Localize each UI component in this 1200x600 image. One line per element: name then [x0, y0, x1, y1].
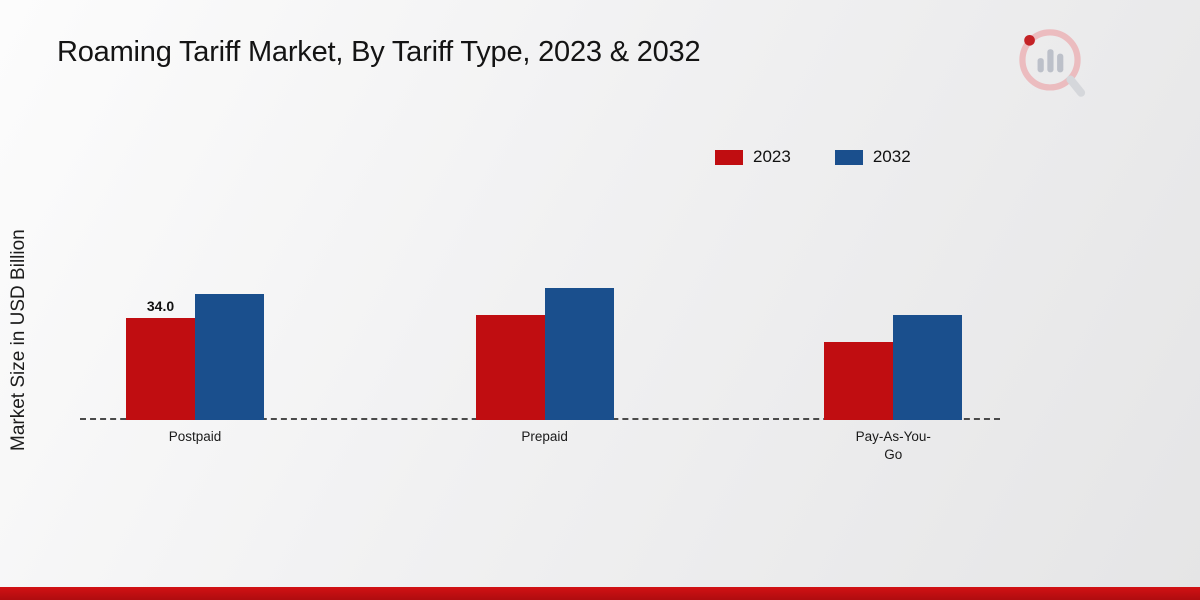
magnifier-bar-chart-logo-icon	[1019, 29, 1086, 97]
legend-item-2023: 2023	[715, 147, 791, 167]
y-axis-label: Market Size in USD Billion	[8, 229, 29, 451]
legend-label-2032: 2032	[872, 147, 911, 166]
bar-2023-pay-as-you-go	[824, 342, 894, 420]
legend-item-2032: 2032	[834, 147, 911, 167]
legend-swatch-2032	[834, 149, 863, 165]
bar-2032-postpaid	[195, 294, 264, 420]
bar-2032-pay-as-you-go	[893, 315, 963, 420]
category-label-postpaid: Postpaid	[168, 429, 222, 444]
bar-2023-postpaid: 34.0	[126, 298, 195, 420]
bar-chart: 34.0 Postpaid Prepaid Pay-As-You-Go	[80, 120, 1000, 462]
category-label-prepaid: Prepaid	[521, 429, 568, 444]
bar-2023-prepaid	[475, 315, 545, 420]
bar-group-pay-as-you-go: Pay-As-You-Go	[824, 315, 963, 462]
legend-swatch-2023	[715, 149, 743, 165]
legend-label-2023: 2023	[753, 147, 791, 166]
footer-stripe	[0, 587, 1200, 600]
bar-value-label: 34.0	[146, 298, 175, 314]
category-label-pay-as-you-go: Pay-As-You-Go	[855, 429, 931, 463]
legend: 2023 2032	[715, 147, 911, 167]
bar-group-prepaid: Prepaid	[475, 288, 614, 444]
bar-2032-prepaid	[544, 288, 614, 420]
page-title: Roaming Tariff Market, By Tariff Type, 2…	[57, 36, 701, 68]
bar-group-postpaid: 34.0 Postpaid	[126, 294, 264, 444]
